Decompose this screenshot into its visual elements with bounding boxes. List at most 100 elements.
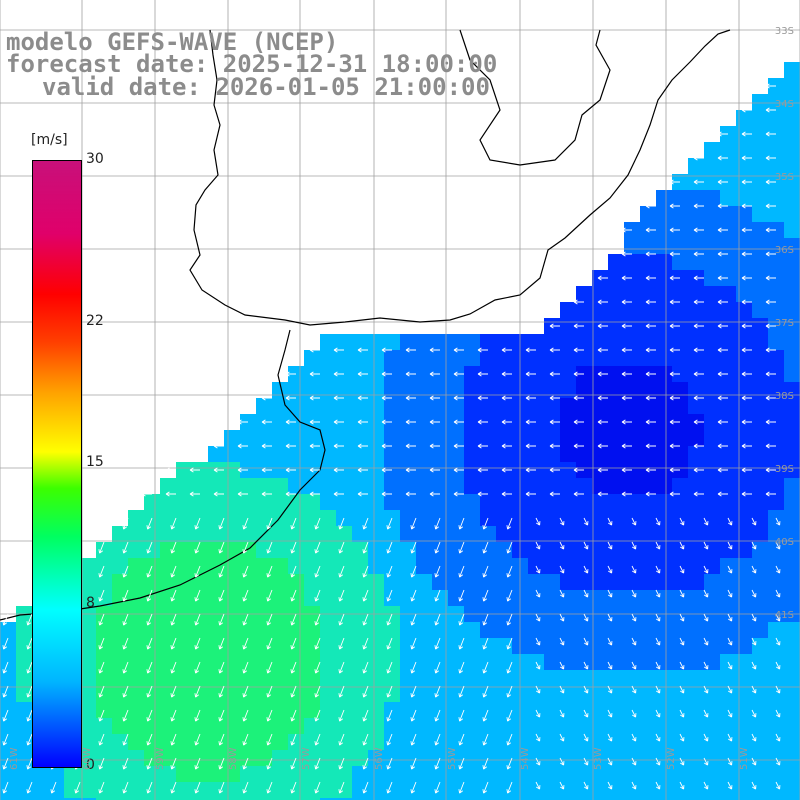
field-cell <box>288 686 304 702</box>
field-cell <box>656 686 672 702</box>
wind-arrow <box>357 347 368 353</box>
field-cell <box>336 734 352 750</box>
wind-arrow <box>98 685 105 698</box>
field-cell <box>176 462 192 478</box>
field-cell <box>672 350 688 366</box>
field-cell <box>672 206 688 222</box>
field-cell <box>560 494 576 510</box>
field-cell <box>768 302 784 318</box>
field-cell <box>400 622 416 638</box>
latitude-label: 37S <box>774 318 794 329</box>
field-cell <box>112 558 128 574</box>
field-cell <box>256 558 272 574</box>
wind-arrow <box>645 275 656 281</box>
wind-arrow <box>765 299 776 305</box>
field-cell <box>576 494 592 510</box>
field-cell <box>112 670 128 686</box>
field-cell <box>448 734 464 750</box>
field-cell <box>368 526 384 542</box>
wind-arrow <box>26 757 33 770</box>
field-cell <box>720 254 736 270</box>
field-cell <box>80 670 96 686</box>
wind-arrow <box>583 709 589 718</box>
field-cell <box>640 350 656 366</box>
field-cell <box>672 798 688 800</box>
field-cell <box>256 702 272 718</box>
wind-arrow <box>506 517 513 530</box>
field-cell <box>352 542 368 558</box>
field-cell <box>656 190 672 206</box>
wind-arrow <box>285 395 296 401</box>
field-cell <box>160 494 176 510</box>
field-cell <box>688 302 704 318</box>
wind-arrow <box>309 395 320 401</box>
field-cell <box>752 254 768 270</box>
field-cell <box>640 622 656 638</box>
wind-arrow <box>218 517 225 530</box>
field-cell <box>128 798 144 800</box>
wind-arrow <box>434 541 441 554</box>
wind-arrow <box>549 443 560 449</box>
field-cell <box>496 766 512 782</box>
field-cell <box>560 430 576 446</box>
field-cell <box>640 478 656 494</box>
field-cell <box>736 238 752 254</box>
field-cell <box>640 638 656 654</box>
field-cell <box>720 622 736 638</box>
wind-arrow <box>429 371 440 377</box>
field-cell <box>368 654 384 670</box>
wind-arrow <box>405 323 416 329</box>
field-cell <box>752 398 768 414</box>
field-cell <box>528 782 544 798</box>
wind-arrow <box>535 733 541 742</box>
wind-arrow <box>775 613 781 622</box>
field-cell <box>416 622 432 638</box>
wind-arrow <box>333 467 344 473</box>
field-cell <box>384 478 400 494</box>
wind-arrow <box>434 661 441 674</box>
wind-arrow <box>429 419 440 425</box>
wind-arrow <box>290 661 297 674</box>
field-cell <box>752 318 768 334</box>
field-cell <box>464 750 480 766</box>
field-cell <box>0 702 16 718</box>
field-cell <box>688 590 704 606</box>
field-cell <box>480 574 496 590</box>
wind-arrow <box>386 685 393 698</box>
field-cell <box>464 510 480 526</box>
field-cell <box>528 526 544 542</box>
field-cell <box>656 286 672 302</box>
wind-arrow <box>122 589 129 602</box>
wind-arrow <box>501 467 512 473</box>
wind-arrow <box>573 419 584 425</box>
field-cell <box>496 382 512 398</box>
field-cell <box>704 334 720 350</box>
field-cell <box>560 686 576 702</box>
field-cell <box>672 302 688 318</box>
wind-arrow <box>765 443 776 449</box>
field-cell <box>192 622 208 638</box>
wind-arrow <box>717 347 728 353</box>
field-cell <box>592 622 608 638</box>
field-cell <box>384 494 400 510</box>
wind-arrow <box>338 661 345 674</box>
wind-arrow <box>645 299 656 305</box>
wind-arrow <box>405 395 416 401</box>
coastline <box>0 29 731 621</box>
field-cell <box>336 766 352 782</box>
field-cell <box>496 622 512 638</box>
field-cell <box>144 798 160 800</box>
field-cell <box>608 686 624 702</box>
wind-arrow <box>362 637 369 650</box>
field-cell <box>784 686 800 702</box>
colorbar-tick-label: 30 <box>86 151 104 167</box>
field-cell <box>704 206 720 222</box>
field-cell <box>304 782 320 798</box>
wind-arrow <box>290 517 297 530</box>
wind-arrow <box>242 781 249 794</box>
wind-arrow <box>597 275 608 281</box>
wind-arrow <box>501 371 512 377</box>
wind-arrow <box>775 517 781 526</box>
wind-arrow <box>50 781 57 794</box>
